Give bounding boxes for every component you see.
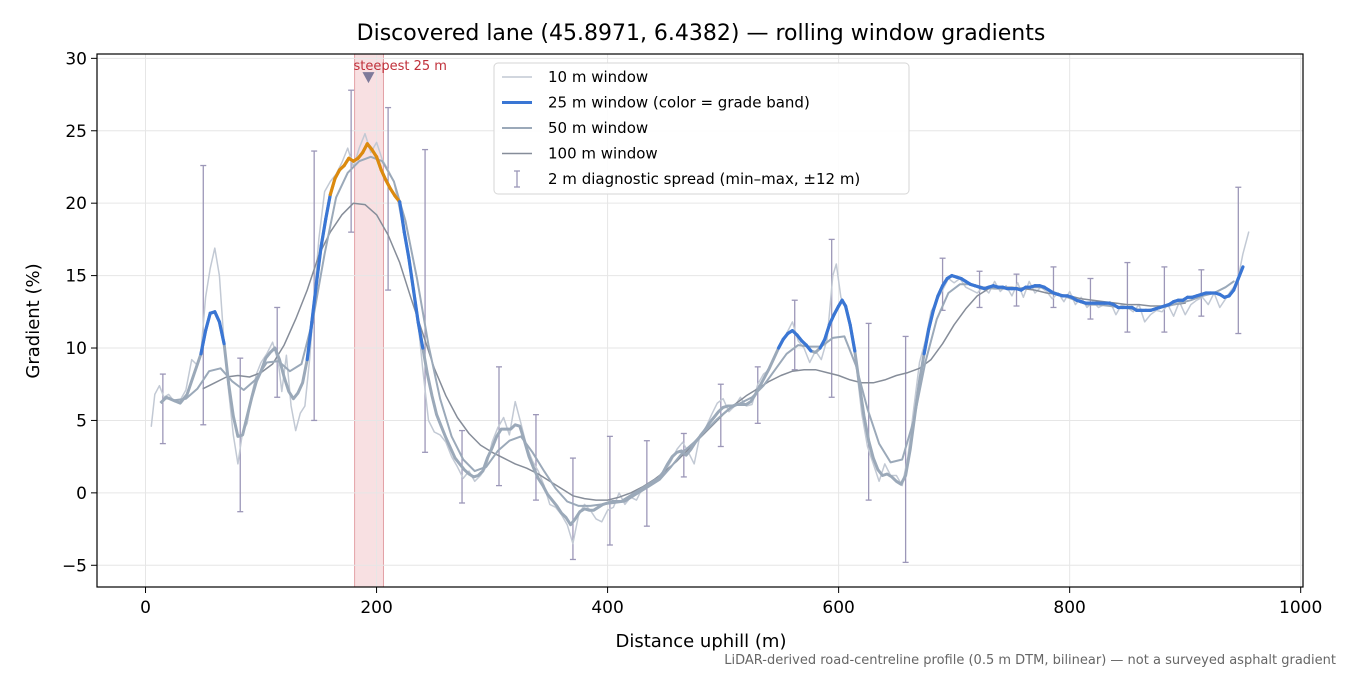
grade-segment — [931, 294, 940, 312]
y-tick-label: 20 — [65, 194, 87, 214]
errorbar — [1124, 261, 1131, 333]
errorbar — [385, 106, 392, 291]
y-tick-label: −5 — [62, 556, 87, 576]
grade-segment — [324, 192, 332, 221]
x-tick-label: 600 — [822, 598, 854, 618]
x-tick-label: 200 — [360, 598, 392, 618]
grade-segment — [776, 337, 785, 350]
errorbar — [606, 435, 613, 546]
series-layer — [150, 132, 1250, 545]
grade-segment — [922, 327, 931, 356]
steepest-marker — [362, 72, 375, 84]
y-tick-label: 15 — [65, 267, 87, 287]
legend-box — [493, 62, 910, 195]
grade-segment — [319, 217, 328, 249]
grade-segment — [818, 337, 827, 350]
grade-segment — [832, 304, 841, 317]
x-tick-label: 1000 — [1279, 598, 1322, 618]
legend-label: 50 m window — [548, 119, 648, 137]
y-tick-label: 25 — [65, 122, 87, 142]
y-tick-label: 0 — [76, 484, 87, 504]
grade-segment — [416, 320, 425, 350]
grade-segment — [384, 178, 393, 191]
errorbar — [1235, 186, 1242, 335]
grade-segment — [305, 320, 314, 362]
axes-layer — [96, 53, 1304, 588]
y-tick-label: 30 — [65, 49, 87, 69]
legend-label: 10 m window — [548, 68, 648, 86]
grade-segment — [936, 284, 945, 298]
grade-segment — [398, 200, 406, 234]
grade-segment — [310, 281, 319, 324]
grade-segment — [374, 155, 383, 172]
x-axis-label: Distance uphill (m) — [616, 631, 787, 652]
x-tick-label: 400 — [591, 598, 623, 618]
footnote: LiDAR-derived road-centreline profile (0… — [724, 653, 1336, 668]
errorbar — [1161, 266, 1168, 333]
steepest-band — [354, 53, 384, 588]
plot-frame — [96, 53, 1304, 588]
x-tick-label: 0 — [140, 598, 151, 618]
grade-segment — [379, 168, 388, 182]
grade-segment — [213, 310, 222, 324]
grade-segment — [823, 323, 831, 341]
grade-segment — [402, 230, 411, 260]
grade-segment — [1236, 265, 1245, 281]
legend: 10 m window 25 m window (color = grade ba… — [493, 62, 910, 195]
grade-segment — [804, 343, 813, 353]
highlight-band-layer — [354, 53, 384, 588]
legend-entry: 10 m window — [502, 68, 648, 86]
errorbar — [422, 148, 429, 453]
grade-segment — [199, 329, 208, 356]
grade-segment — [333, 168, 342, 181]
legend-entry: 2 m diagnostic spread (min–max, ±12 m) — [514, 170, 860, 188]
grade-segment — [1232, 276, 1240, 292]
steepest-annotation-text: steepest 25 m — [353, 59, 446, 74]
errorbar — [754, 366, 761, 424]
grade-segment — [827, 313, 836, 327]
errorbar — [1087, 277, 1094, 320]
legend-label: 2 m diagnostic spread (min–max, ±12 m) — [548, 170, 860, 188]
grade-segment — [843, 304, 852, 327]
errorbar — [1050, 266, 1057, 309]
y-tick-label: 5 — [76, 411, 87, 431]
legend-label: 100 m window — [548, 145, 658, 163]
chart-title: Discovered lane (45.8971, 6.4382) — roll… — [357, 21, 1046, 46]
tick-layer: 0 200 400 600 800 1000 −5 0 5 10 15 20 25 30 — [62, 49, 1322, 618]
errorbar — [976, 270, 983, 309]
legend-label: 25 m window (color = grade band) — [548, 94, 810, 112]
grade-segment — [407, 256, 416, 292]
grade-segment — [927, 308, 935, 331]
errorbar — [311, 150, 318, 422]
grade-segment — [848, 323, 857, 353]
errorbar — [680, 432, 687, 478]
grade-segment — [411, 288, 420, 324]
legend-entry: 25 m window (color = grade band) — [502, 94, 810, 112]
errorbar — [159, 373, 166, 445]
grade-segment — [314, 245, 323, 285]
y-tick-label: 10 — [65, 339, 87, 359]
grade-segment — [328, 176, 337, 197]
grade-segment — [203, 311, 212, 333]
legend-entry: 100 m window — [502, 145, 658, 163]
series-line-25m-colored — [199, 142, 1245, 362]
grade-segment — [217, 320, 226, 346]
legend-entry: 50 m window — [502, 119, 648, 137]
y-axis-label: Gradient (%) — [23, 263, 44, 378]
annotation-layer: steepest 25 m — [353, 59, 447, 84]
x-tick-label: 800 — [1053, 598, 1085, 618]
